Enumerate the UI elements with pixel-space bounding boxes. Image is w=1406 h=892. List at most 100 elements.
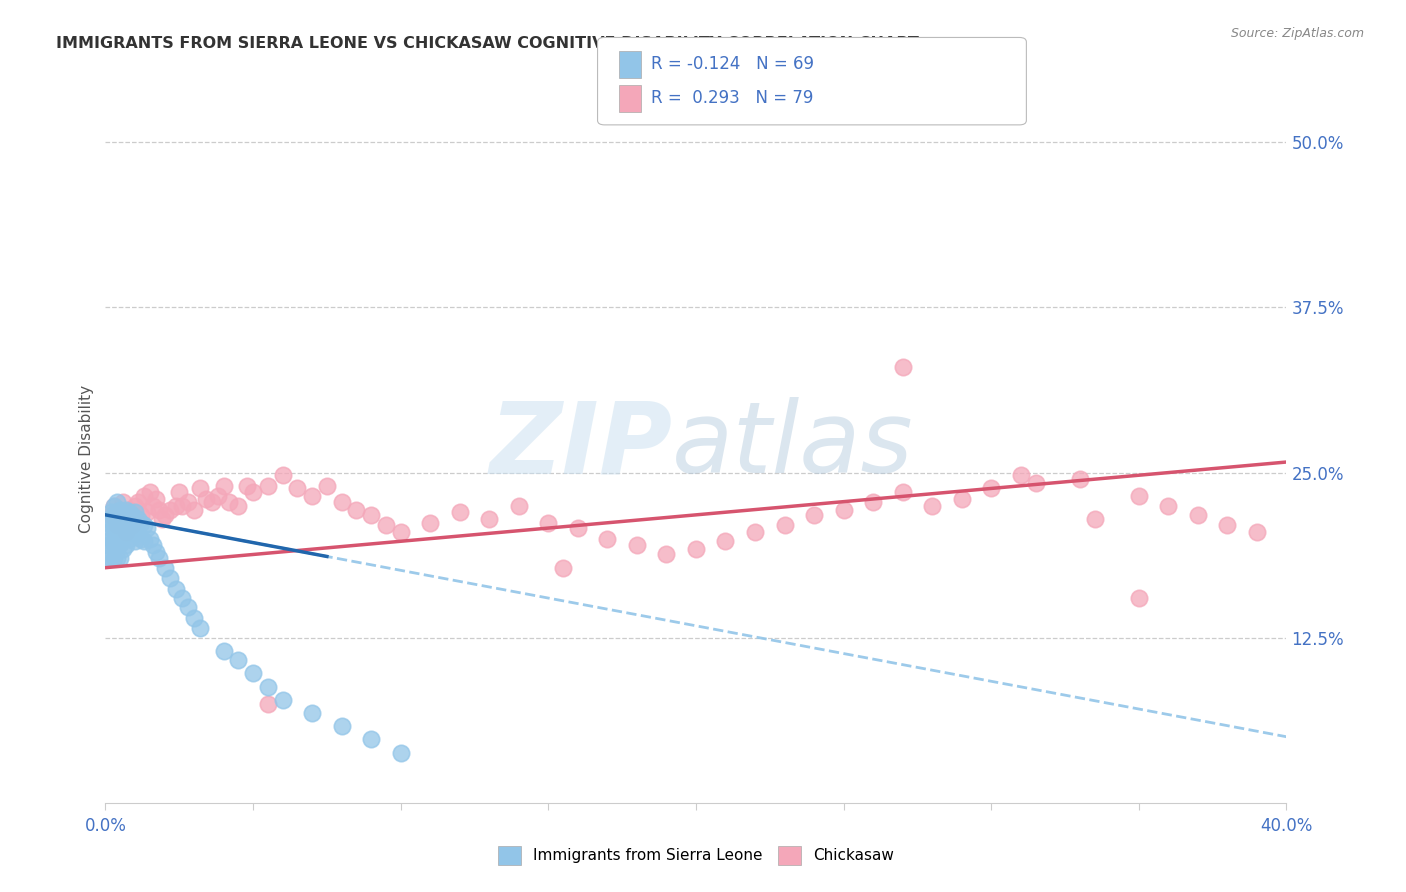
Point: [374, 518, 398, 533]
Point: [921, 499, 943, 513]
Point: [508, 499, 530, 513]
Y-axis label: Cognitive Disability: Cognitive Disability: [79, 385, 94, 533]
Point: [537, 516, 560, 530]
Point: [1128, 489, 1150, 503]
Point: [1246, 524, 1268, 539]
Point: [773, 518, 796, 533]
Point: [105, 518, 128, 533]
Text: R =  0.293   N = 79: R = 0.293 N = 79: [651, 89, 813, 107]
Legend: Immigrants from Sierra Leone, Chickasaw: Immigrants from Sierra Leone, Chickasaw: [492, 840, 900, 871]
Point: [1187, 508, 1209, 522]
Point: [118, 518, 141, 533]
Point: [271, 692, 294, 706]
Point: [1069, 472, 1091, 486]
Point: [110, 502, 132, 516]
Point: [150, 512, 173, 526]
Point: [105, 505, 128, 519]
Point: [103, 524, 125, 539]
Point: [236, 479, 259, 493]
Point: [110, 551, 132, 566]
Point: [177, 494, 200, 508]
Text: R = -0.124   N = 69: R = -0.124 N = 69: [651, 55, 814, 73]
Point: [389, 746, 412, 760]
Point: [105, 516, 128, 530]
Point: [135, 521, 157, 535]
Point: [287, 482, 309, 496]
Point: [148, 502, 170, 516]
Point: [832, 502, 855, 516]
Point: [105, 551, 128, 566]
Point: [121, 508, 143, 522]
Point: [115, 508, 138, 522]
Point: [115, 524, 138, 539]
Point: [551, 560, 574, 574]
Point: [100, 518, 122, 533]
Point: [105, 538, 128, 552]
Point: [256, 680, 278, 694]
Point: [201, 494, 224, 508]
Point: [148, 551, 170, 566]
Point: [110, 512, 132, 526]
Point: [346, 502, 368, 516]
Point: [110, 512, 132, 526]
Point: [172, 591, 194, 605]
Point: [188, 482, 211, 496]
Point: [103, 499, 125, 513]
Point: [100, 538, 122, 552]
Point: [97, 512, 120, 526]
Point: [172, 499, 194, 513]
Point: [100, 505, 122, 519]
Point: [419, 516, 441, 530]
Point: [330, 494, 353, 508]
Point: [980, 482, 1002, 496]
Point: [360, 508, 382, 522]
Point: [124, 534, 146, 549]
Point: [115, 538, 138, 552]
Point: [360, 732, 382, 747]
Point: [112, 529, 135, 543]
Point: [127, 526, 149, 541]
Point: [124, 512, 146, 526]
Point: [242, 485, 264, 500]
Point: [153, 508, 176, 522]
Point: [97, 538, 120, 552]
Point: [207, 489, 229, 503]
Point: [169, 485, 191, 500]
Text: IMMIGRANTS FROM SIERRA LEONE VS CHICKASAW COGNITIVE DISABILITY CORRELATION CHART: IMMIGRANTS FROM SIERRA LEONE VS CHICKASA…: [56, 36, 920, 51]
Point: [142, 499, 165, 513]
Point: [115, 502, 138, 516]
Point: [567, 521, 589, 535]
Point: [330, 719, 353, 733]
Point: [138, 532, 162, 546]
Point: [596, 532, 619, 546]
Point: [124, 499, 146, 513]
Point: [271, 468, 294, 483]
Point: [115, 513, 138, 527]
Point: [112, 542, 135, 557]
Point: [112, 494, 135, 508]
Text: Source: ZipAtlas.com: Source: ZipAtlas.com: [1230, 27, 1364, 40]
Point: [165, 582, 187, 596]
Point: [145, 491, 167, 506]
Text: ZIP: ZIP: [489, 397, 672, 494]
Point: [100, 532, 122, 546]
Point: [1216, 518, 1239, 533]
Point: [121, 518, 143, 533]
Point: [118, 532, 141, 546]
Point: [132, 518, 155, 533]
Point: [105, 494, 128, 508]
Point: [218, 494, 240, 508]
Point: [124, 518, 146, 533]
Point: [1157, 499, 1180, 513]
Point: [256, 479, 278, 493]
Point: [626, 538, 648, 552]
Point: [803, 508, 825, 522]
Point: [1128, 591, 1150, 605]
Point: [449, 505, 471, 519]
Point: [124, 505, 146, 519]
Point: [183, 611, 205, 625]
Text: atlas: atlas: [672, 397, 914, 494]
Point: [132, 534, 155, 549]
Point: [177, 600, 200, 615]
Point: [256, 697, 278, 711]
